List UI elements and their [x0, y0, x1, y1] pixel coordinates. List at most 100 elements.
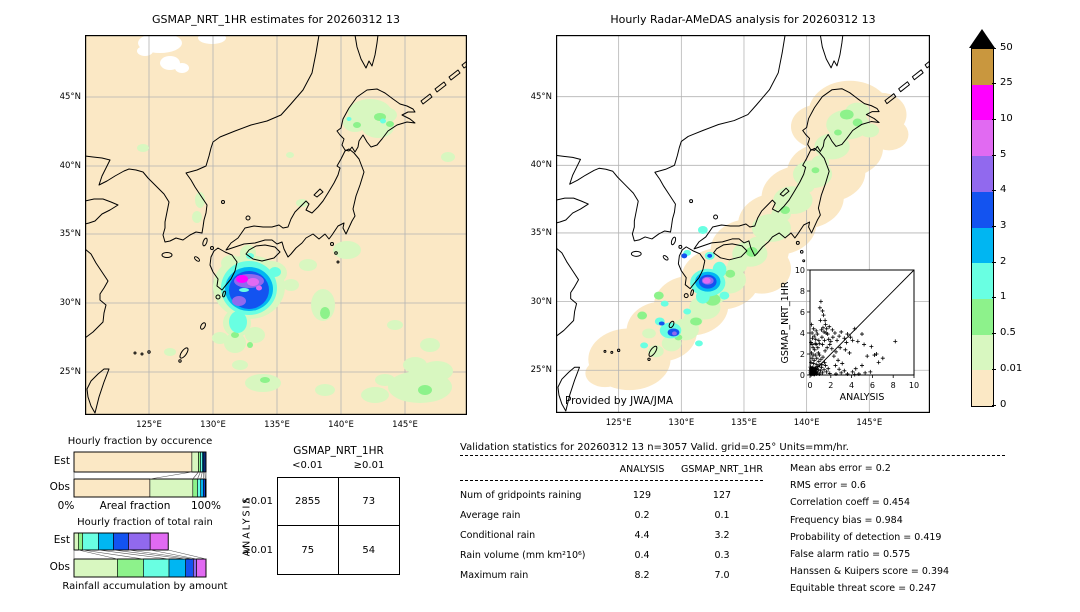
totalrain-chart-title: Hourly fraction of total rain: [77, 517, 213, 528]
right-map-title: Hourly Radar-AMeDAS analysis for 2026031…: [610, 13, 876, 26]
x-tick-label: 135°E: [264, 420, 290, 430]
colorbar-tick: [992, 297, 996, 299]
colorbar-segment: [972, 263, 993, 299]
areal-fraction-max: 100%: [190, 500, 222, 512]
contingency-col-label-ge: ≥0.01: [353, 460, 385, 471]
svg-text:6: 6: [800, 308, 805, 317]
stats-row-label: Rain volume (mm km²10⁶): [460, 550, 586, 561]
stats-row-value: 0.3: [714, 550, 730, 561]
divider-top: [460, 455, 1005, 456]
y-tick-label: 35°N: [530, 227, 552, 238]
stats-row-value: 7.0: [714, 570, 730, 581]
stats-row-value: 129: [632, 490, 652, 501]
colorbar-tick: [992, 333, 996, 335]
precip-field: [637, 102, 880, 358]
y-tick-label: 25°N: [59, 367, 81, 377]
y-tick-label: 30°N: [530, 296, 552, 307]
colorbar-segment: [972, 191, 993, 228]
colorbar-tick: [992, 47, 996, 49]
contingency-cell-10: 75: [278, 526, 339, 574]
colorbar-tick: [992, 118, 996, 120]
colorbar-segment: [972, 120, 993, 157]
stats-row: Conditional rain 4.4 3.2: [460, 526, 770, 546]
contingency-col-label-lt: <0.01: [292, 460, 323, 471]
stats-col-header: GSMAP_NRT_1HR: [681, 464, 763, 475]
areal-fraction-label: Areal fraction: [99, 500, 171, 512]
colorbar-segment: [972, 156, 993, 192]
score-line: Hanssen & Kuipers score = 0.394: [790, 566, 950, 578]
stats-row-value: 4.4: [634, 530, 650, 541]
contingency-row-label-lt: <0.01: [242, 496, 273, 507]
validation-columns: ANALYSIS GSMAP_NRT_1HR: [460, 462, 770, 478]
colorbar-tick: [992, 190, 996, 192]
stats-row-value: 3.2: [714, 530, 730, 541]
score-line: Mean abs error = 0.2: [790, 463, 891, 474]
contingency-table: 2855 73 75 54: [277, 477, 400, 575]
colorbar-tick-label: 1: [1000, 291, 1007, 303]
contingency-cell-01: 73: [338, 478, 399, 526]
colorbar-segment: [972, 298, 993, 335]
y-tick-label: 30°N: [59, 298, 81, 308]
x-tick-label: 140°E: [328, 420, 354, 430]
stats-row: Num of gridpoints raining 129 127: [460, 486, 770, 506]
inset-scatter-plot: 00 2 2 4 4 6 6 8 8 10 10 ANALYSIS GSMAP_NRT_1HR: [780, 266, 919, 403]
score-line: RMS error = 0.6: [790, 480, 866, 492]
colorbar-tick-label: 0.5: [1000, 327, 1016, 339]
colorbar-tick-label: 4: [1000, 184, 1007, 196]
occurrence-chart-title: Hourly fraction by occurence: [67, 436, 213, 447]
colorbar-labels: 50 25 10 5 4 3 2 1 0.5 0.01 0: [992, 42, 1052, 410]
colorbar-tick-label: 0.01: [1000, 362, 1023, 374]
colorbar-segment: [972, 334, 993, 371]
y-tick-label: 40°N: [530, 160, 552, 171]
colorbar-tick: [992, 261, 996, 263]
svg-text:2: 2: [800, 350, 805, 359]
stats-col-header: ANALYSIS: [619, 464, 665, 475]
colorbar-tick-label: 3: [1000, 220, 1007, 231]
colorbar-tick-label: 0: [1000, 398, 1007, 410]
x-tick-label: 140°E: [793, 418, 820, 428]
colorbar-segment: [972, 370, 993, 407]
x-tick-label: 125°E: [605, 418, 632, 428]
colorbar-tick: [992, 83, 996, 85]
score-line: False alarm ratio = 0.575: [790, 549, 911, 561]
areal-fraction-min: 0%: [57, 500, 75, 512]
data-credit: Provided by JWA/JMA: [565, 395, 674, 407]
colorbar: [971, 48, 994, 407]
svg-text:8: 8: [800, 287, 805, 296]
colorbar-tick: [992, 154, 996, 156]
grid-lines: [85, 35, 467, 415]
y-tick-label: 45°N: [59, 92, 81, 102]
stats-row-label: Num of gridpoints raining: [460, 490, 582, 501]
x-tick-label: 130°E: [668, 418, 695, 428]
stats-row: Rain volume (mm km²10⁶) 0.4 0.3: [460, 546, 770, 566]
x-tick-label: 145°E: [392, 420, 418, 430]
svg-text:0: 0: [807, 381, 812, 390]
colorbar-tick-label: 50: [1000, 41, 1013, 53]
score-line: Probability of detection = 0.419: [790, 531, 942, 543]
inset-ylabel: GSMAP_NRT_1HR: [780, 281, 791, 363]
occurrence-est-label: Est: [53, 455, 70, 467]
y-tick-label: 35°N: [59, 229, 81, 239]
scatter-points: [808, 299, 898, 377]
totalrain-chart-caption: Rainfall accumulation by amount: [62, 581, 228, 592]
inset-xlabel: ANALYSIS: [840, 392, 885, 403]
left-map-plot: [84, 32, 468, 415]
stats-row: Average rain 0.2 0.1: [460, 506, 770, 526]
stats-row-label: Average rain: [460, 510, 521, 521]
svg-text:4: 4: [849, 381, 854, 390]
x-tick-label: 130°E: [200, 420, 226, 430]
stats-row-value: 0.2: [634, 510, 650, 521]
colorbar-tick: [992, 368, 996, 370]
occurrence-obs-label: Obs: [49, 481, 70, 493]
validation-header: Validation statistics for 20260312 13 n=…: [460, 442, 849, 453]
colorbar-tick-label: 5: [1000, 148, 1007, 160]
y-tick-label: 25°N: [530, 365, 552, 376]
validation-scores: Mean abs error = 0.2 RMS error = 0.6 Corre…: [790, 460, 1080, 598]
svg-text:10: 10: [795, 266, 805, 275]
contingency-cell-00: 2855: [278, 478, 339, 526]
colorbar-tick: [992, 404, 996, 406]
totalrain-obs-label: Obs: [49, 561, 70, 573]
stats-row: Maximum rain 8.2 7.0: [460, 566, 770, 586]
colorbar-tick: [992, 226, 996, 227]
